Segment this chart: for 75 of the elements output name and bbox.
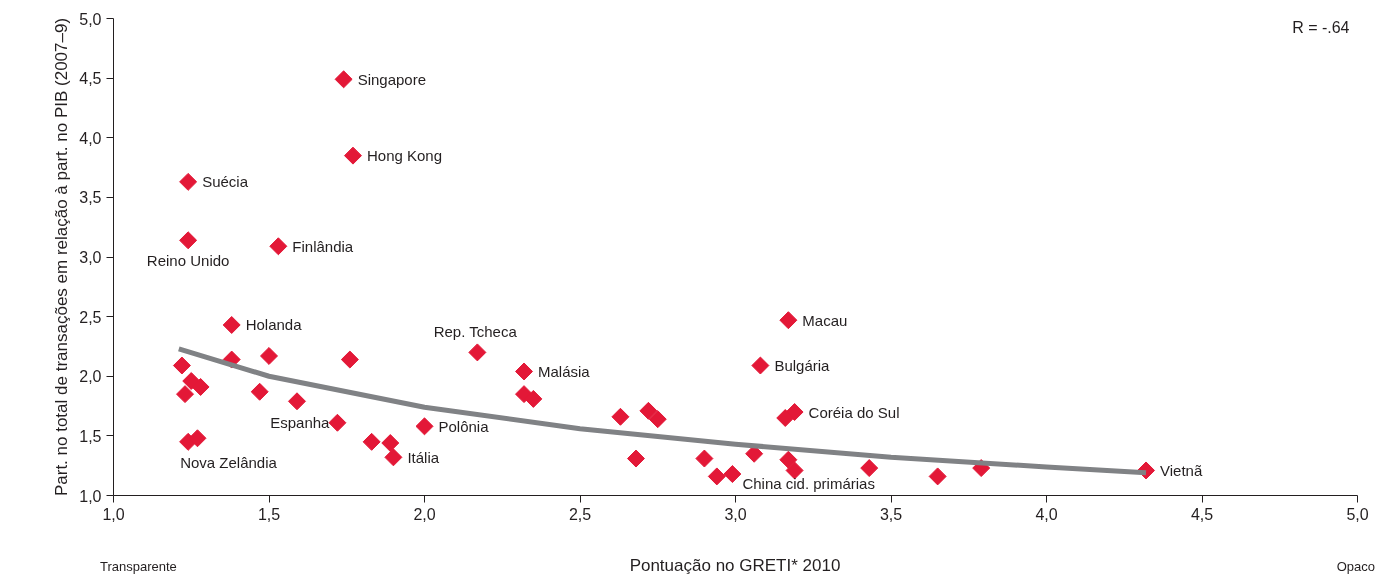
point: [779, 311, 798, 330]
point: [468, 343, 487, 362]
point: [779, 450, 798, 469]
y-axis-title: Part. no total de transações em relação à part. no PIB (2007–9): [52, 17, 72, 497]
point: [639, 401, 658, 420]
annotation: China cid. primárias: [742, 474, 875, 492]
annotation: R = -.64: [1292, 18, 1350, 36]
point: [723, 465, 742, 484]
x-tick-label: 3,0: [724, 505, 747, 523]
point: [860, 459, 879, 478]
annotation: Bulgária: [774, 357, 831, 375]
y-tick-label: 2,0: [79, 368, 102, 386]
annotation: Suécia: [202, 173, 249, 191]
annotation: Hong Kong: [366, 147, 443, 165]
point: [776, 409, 795, 427]
point: [362, 432, 381, 451]
annotation: Espanha: [270, 414, 331, 432]
point: [176, 385, 195, 404]
annotation: Macau: [802, 311, 848, 329]
point: [269, 237, 288, 256]
x-tick-label: 4,5: [1190, 505, 1214, 523]
point: [172, 356, 191, 375]
point: [415, 417, 434, 436]
text: Opaco: [1336, 558, 1375, 576]
point: [695, 449, 714, 468]
y-tick-label: 3,0: [79, 249, 102, 266]
point: [381, 434, 400, 453]
point: [611, 407, 630, 426]
annotation: Vietnã: [1160, 461, 1203, 479]
x-tick-label: 2,5: [568, 505, 592, 523]
annotation: Reino Unido: [146, 252, 230, 270]
annotation: Rep. Tcheca: [433, 323, 518, 341]
y-tick-label: 1,5: [79, 427, 102, 445]
annotation: Nova Zelândia: [180, 453, 278, 471]
x-axis-title: Pontuação no GRETI* 2010: [629, 555, 841, 577]
point: [343, 146, 362, 165]
point: [648, 410, 667, 429]
y-tick-label: 5,0: [79, 10, 102, 28]
y-tick-label: 4,5: [79, 70, 102, 88]
point: [928, 467, 947, 486]
point: [515, 362, 534, 381]
y-tick-label: 1,0: [79, 487, 102, 505]
annotation: Holanda: [245, 316, 303, 334]
annotation: Singapore: [357, 70, 427, 88]
point: [179, 231, 198, 250]
point: [191, 378, 210, 396]
point: [328, 413, 347, 432]
point: [751, 356, 770, 375]
x-tick-label: 1,0: [102, 505, 125, 523]
y-tick-label: 4,0: [79, 129, 102, 147]
annotation: Coréia do Sul: [808, 403, 900, 421]
y-tick-label: 3,5: [79, 189, 102, 207]
x-tick-label: 1,5: [257, 505, 281, 523]
point: [785, 461, 804, 480]
point: [288, 392, 306, 411]
y-tick-label: 2,5: [79, 308, 102, 326]
annotation: Itália: [407, 448, 440, 466]
annotation: Polônia: [438, 417, 490, 435]
x-tick-label: 3,5: [879, 505, 903, 523]
point: [222, 315, 241, 334]
text: Transparente: [100, 558, 177, 576]
point: [260, 346, 278, 365]
point: [626, 449, 645, 468]
annotation: Finlândia: [292, 237, 354, 255]
point: [707, 467, 726, 486]
point: [384, 448, 403, 467]
point: [250, 382, 269, 401]
point: [179, 172, 198, 191]
x-tick-label: 5,0: [1346, 505, 1369, 523]
point: [334, 70, 353, 89]
annotation: Malásia: [538, 362, 591, 380]
x-tick-label: 4,0: [1035, 505, 1058, 523]
x-tick-label: 2,0: [413, 505, 436, 523]
point: [524, 389, 543, 408]
point: [340, 350, 359, 369]
